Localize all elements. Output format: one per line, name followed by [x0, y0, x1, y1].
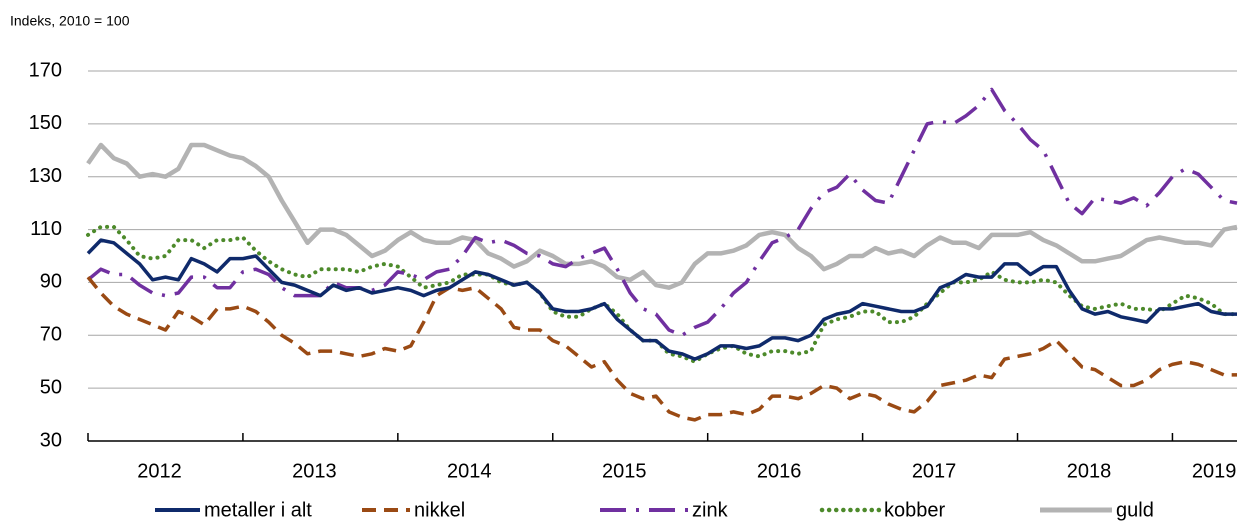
y-tick-label: 30 — [40, 429, 62, 451]
series-line — [86, 238, 1237, 361]
series-line — [86, 224, 1239, 364]
x-tick-label: 2014 — [447, 460, 492, 482]
x-tick-label: 2015 — [602, 460, 647, 482]
y-axis-note: Indeks, 2010 = 100 — [10, 13, 130, 29]
y-tick-label: 110 — [30, 218, 62, 240]
legend-label: metaller i alt — [204, 499, 312, 521]
x-tick-label: 2017 — [912, 460, 957, 482]
x-tick-label: 2012 — [137, 460, 182, 482]
series-line — [86, 275, 1237, 422]
series-line — [86, 142, 1238, 290]
x-tick-label: 2016 — [757, 460, 802, 482]
y-tick-label: 150 — [29, 112, 62, 134]
y-tick-label: 130 — [29, 165, 62, 187]
legend-label: guld — [1116, 499, 1154, 521]
y-tick-label: 170 — [29, 59, 62, 81]
x-tick-label: 2019 — [1192, 460, 1237, 482]
y-tick-label: 90 — [40, 271, 62, 293]
x-tick-label: 2018 — [1067, 460, 1112, 482]
y-tick-label: 70 — [40, 324, 62, 346]
legend-label: zink — [692, 499, 729, 521]
legend-label: nikkel — [414, 499, 465, 521]
series-line — [86, 87, 1238, 338]
x-tick-label: 2013 — [292, 460, 337, 482]
y-tick-label: 50 — [40, 376, 62, 398]
legend-label: kobber — [884, 499, 945, 521]
